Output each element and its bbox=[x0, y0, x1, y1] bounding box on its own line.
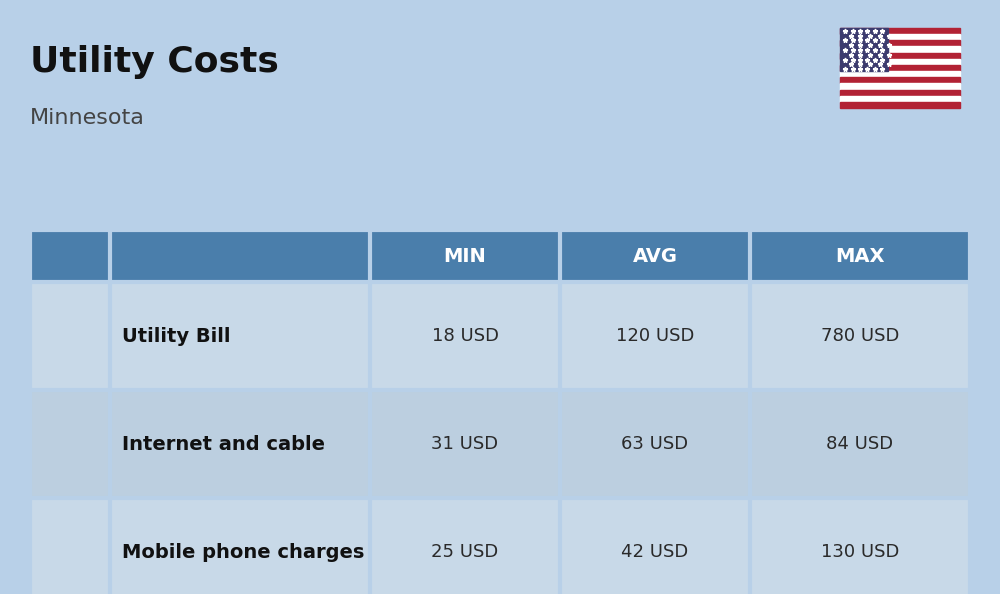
Bar bbox=[750, 230, 970, 282]
Bar bbox=[30, 282, 110, 390]
Bar bbox=[750, 498, 970, 594]
Bar bbox=[840, 28, 960, 34]
Bar bbox=[750, 390, 970, 498]
Bar bbox=[560, 498, 750, 594]
Text: Internet and cable: Internet and cable bbox=[122, 434, 325, 453]
Bar bbox=[840, 65, 960, 71]
Bar bbox=[840, 53, 960, 59]
Text: Utility Costs: Utility Costs bbox=[30, 45, 279, 79]
Text: 63 USD: 63 USD bbox=[621, 435, 689, 453]
Bar bbox=[840, 34, 960, 40]
Text: 31 USD: 31 USD bbox=[431, 435, 499, 453]
Bar bbox=[110, 390, 370, 498]
Bar bbox=[370, 390, 560, 498]
Bar bbox=[110, 498, 370, 594]
Bar bbox=[840, 40, 960, 46]
Bar bbox=[840, 59, 960, 65]
Bar bbox=[840, 96, 960, 102]
Bar bbox=[370, 498, 560, 594]
Text: 25 USD: 25 USD bbox=[431, 543, 499, 561]
Bar bbox=[840, 90, 960, 96]
Bar bbox=[840, 102, 960, 108]
Bar bbox=[560, 230, 750, 282]
Bar bbox=[840, 28, 888, 71]
Bar bbox=[840, 77, 960, 83]
Text: 42 USD: 42 USD bbox=[621, 543, 689, 561]
Bar bbox=[110, 282, 370, 390]
Text: Minnesota: Minnesota bbox=[30, 108, 145, 128]
Bar bbox=[840, 46, 960, 53]
Bar bbox=[30, 498, 110, 594]
Bar bbox=[750, 282, 970, 390]
Text: MAX: MAX bbox=[835, 247, 885, 266]
Text: 84 USD: 84 USD bbox=[826, 435, 894, 453]
Text: MIN: MIN bbox=[444, 247, 486, 266]
Text: 130 USD: 130 USD bbox=[821, 543, 899, 561]
Bar bbox=[110, 230, 370, 282]
Bar bbox=[370, 282, 560, 390]
Text: Utility Bill: Utility Bill bbox=[122, 327, 230, 346]
Bar bbox=[560, 282, 750, 390]
Bar bbox=[30, 230, 110, 282]
Text: 780 USD: 780 USD bbox=[821, 327, 899, 345]
Text: AVG: AVG bbox=[633, 247, 678, 266]
Bar bbox=[840, 83, 960, 90]
Bar bbox=[370, 230, 560, 282]
Bar bbox=[840, 71, 960, 77]
Bar bbox=[30, 390, 110, 498]
Bar bbox=[560, 390, 750, 498]
Text: 18 USD: 18 USD bbox=[432, 327, 498, 345]
Text: Mobile phone charges: Mobile phone charges bbox=[122, 542, 364, 561]
Text: 120 USD: 120 USD bbox=[616, 327, 694, 345]
